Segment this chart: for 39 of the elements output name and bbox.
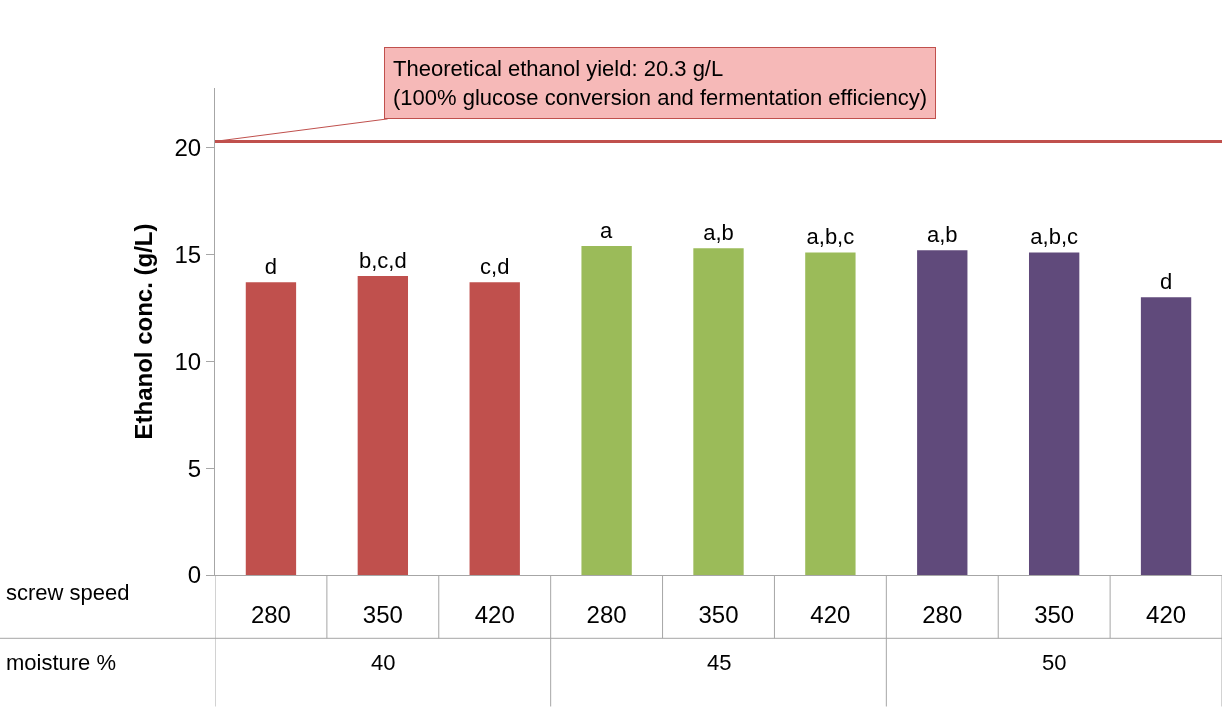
x-tick-label: 420: [810, 600, 851, 628]
x-tick-label: 350: [1034, 600, 1075, 628]
x-tick-label: 350: [362, 600, 403, 628]
x-tick-label: 280: [922, 600, 963, 628]
data-label: a: [600, 218, 614, 244]
y-tick-label: 10: [174, 347, 202, 375]
data-label: d: [264, 254, 278, 280]
bar: [693, 248, 744, 575]
bar: [357, 275, 409, 575]
text: moisture %: [6, 650, 117, 675]
ref-line-label: Theoretical ethanol yield: 20.3 g/L (100% glucose conversion and fermentation efficiency): [393, 56, 928, 110]
bar: [917, 250, 968, 575]
bar: [245, 282, 297, 575]
data-label: a,b,c: [806, 224, 855, 250]
data-label: a,b: [926, 222, 958, 248]
y-tick-label: 0: [187, 561, 202, 589]
text: screw speed: [6, 580, 130, 605]
x-tick-label: 420: [474, 600, 515, 628]
bar: [1028, 252, 1080, 575]
text: 50: [1042, 650, 1067, 675]
y-tick-label: 15: [174, 241, 202, 269]
x-tick-label: 350: [698, 600, 739, 628]
text: 45: [707, 650, 732, 675]
bar: [1140, 297, 1192, 575]
bar: [581, 246, 632, 575]
y-tick-label: 5: [187, 454, 202, 482]
data-label: a,b,c: [1030, 224, 1079, 250]
data-label: a,b: [703, 220, 734, 246]
y-tick-label: 20: [174, 134, 202, 162]
data-label: d: [1159, 269, 1173, 295]
text: 40: [371, 650, 396, 675]
bar: [805, 252, 856, 575]
data-label: b,c,d: [358, 247, 407, 273]
y-axis-title: Ethanol conc. (g/L): [129, 223, 157, 440]
x-tick-label: 280: [586, 600, 627, 628]
x-tick-label: 420: [1146, 600, 1187, 628]
bar: [469, 282, 520, 575]
x-tick-label: 280: [250, 600, 291, 628]
data-label: c,d: [480, 254, 510, 280]
